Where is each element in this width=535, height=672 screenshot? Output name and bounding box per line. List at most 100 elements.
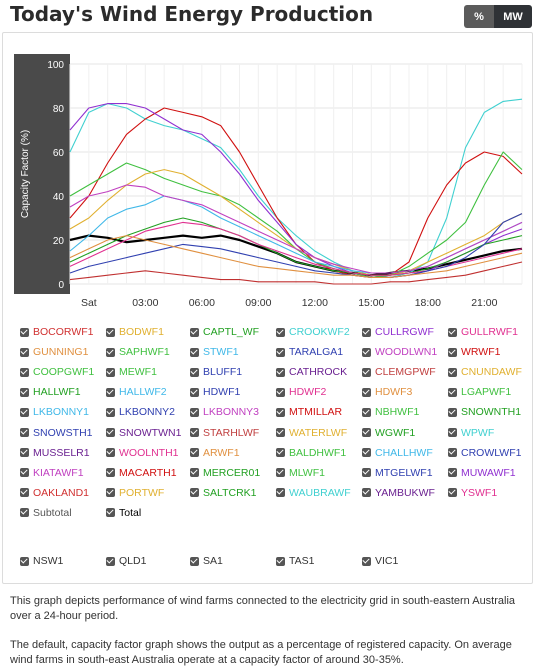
checkbox-challhwf[interactable]: CHALLHWF (362, 447, 433, 459)
checkbox-checked-icon[interactable] (20, 407, 29, 417)
checkbox-bocorwf1[interactable]: BOCORWF1 (20, 326, 93, 338)
checkbox-cullrgwf[interactable]: CULLRGWF (362, 326, 434, 338)
checkbox-lkbonny3[interactable]: LKBONNY3 (190, 406, 259, 418)
checkbox-checked-icon[interactable] (106, 407, 115, 417)
checkbox-checked-icon[interactable] (190, 367, 199, 377)
checkbox-hallwf1[interactable]: HALLWF1 (20, 386, 81, 398)
checkbox-checked-icon[interactable] (448, 428, 457, 437)
checkbox-mercer01[interactable]: MERCER01 (190, 467, 260, 479)
checkbox-mtmillar[interactable]: MTMILLAR (276, 406, 342, 418)
checkbox-cathrock[interactable]: CATHROCK (276, 366, 347, 378)
checkbox-checked-icon[interactable] (190, 448, 199, 458)
checkbox-woodlwn1[interactable]: WOODLWN1 (362, 346, 437, 358)
checkbox-checked-icon[interactable] (362, 556, 371, 566)
checkbox-yswf1[interactable]: YSWF1 (448, 487, 497, 499)
checkbox-checked-icon[interactable] (20, 428, 29, 437)
checkbox-checked-icon[interactable] (20, 327, 29, 337)
checkbox-checked-icon[interactable] (20, 387, 29, 397)
checkbox-mlwf1[interactable]: MLWF1 (276, 467, 325, 479)
checkbox-gullrwf1[interactable]: GULLRWF1 (448, 326, 518, 338)
checkbox-checked-icon[interactable] (20, 468, 29, 478)
checkbox-qld1[interactable]: QLD1 (106, 555, 146, 567)
checkbox-checked-icon[interactable] (106, 327, 115, 337)
checkbox-checked-icon[interactable] (106, 347, 115, 357)
checkbox-nbhwf1[interactable]: NBHWF1 (362, 406, 419, 418)
checkbox-checked-icon[interactable] (276, 556, 285, 566)
checkbox-clemgpwf[interactable]: CLEMGPWF (362, 366, 436, 378)
checkbox-checked-icon[interactable] (190, 387, 199, 397)
checkbox-crowlwf1[interactable]: CROWLWF1 (448, 447, 521, 459)
checkbox-starhlwf[interactable]: STARHLWF (190, 427, 259, 439)
checkbox-checked-icon[interactable] (448, 488, 457, 498)
checkbox-tas1[interactable]: TAS1 (276, 555, 314, 567)
checkbox-nsw1[interactable]: NSW1 (20, 555, 63, 567)
checkbox-checked-icon[interactable] (362, 488, 371, 498)
checkbox-checked-icon[interactable] (276, 468, 285, 478)
checkbox-checked-icon[interactable] (276, 347, 285, 357)
checkbox-checked-icon[interactable] (20, 347, 29, 357)
checkbox-checked-icon[interactable] (276, 367, 285, 377)
checkbox-checked-icon[interactable] (362, 407, 371, 417)
checkbox-checked-icon[interactable] (106, 367, 115, 377)
checkbox-checked-icon[interactable] (448, 327, 457, 337)
checkbox-yambukwf[interactable]: YAMBUKWF (362, 487, 435, 499)
checkbox-checked-icon[interactable] (362, 448, 371, 458)
checkbox-checked-icon[interactable] (362, 428, 371, 437)
checkbox-wpwf[interactable]: WPWF (448, 427, 494, 439)
checkbox-snownth1[interactable]: SNOWNTH1 (448, 406, 521, 418)
checkbox-checked-icon[interactable] (448, 387, 457, 397)
checkbox-checked-icon[interactable] (276, 407, 285, 417)
checkbox-lkbonny2[interactable]: LKBONNY2 (106, 406, 175, 418)
checkbox-crookwf2[interactable]: CROOKWF2 (276, 326, 350, 338)
checkbox-snowtwn1[interactable]: SNOWTWN1 (106, 427, 181, 439)
checkbox-hdwf1[interactable]: HDWF1 (190, 386, 240, 398)
checkbox-taralga1[interactable]: TARALGA1 (276, 346, 343, 358)
checkbox-checked-icon[interactable] (106, 428, 115, 437)
checkbox-bodwf1[interactable]: BODWF1 (106, 326, 164, 338)
checkbox-checked-icon[interactable] (276, 448, 285, 458)
checkbox-oakland1[interactable]: OAKLAND1 (20, 487, 89, 499)
checkbox-checked-icon[interactable] (106, 508, 115, 518)
checkbox-checked-icon[interactable] (362, 367, 371, 377)
checkbox-checked-icon[interactable] (106, 387, 115, 397)
checkbox-checked-icon[interactable] (190, 347, 199, 357)
checkbox-coopgwf1[interactable]: COOPGWF1 (20, 366, 94, 378)
checkbox-macarth1[interactable]: MACARTH1 (106, 467, 177, 479)
checkbox-hallwf2[interactable]: HALLWF2 (106, 386, 167, 398)
checkbox-gunning1[interactable]: GUNNING1 (20, 346, 88, 358)
checkbox-total[interactable]: Total (106, 507, 141, 519)
checkbox-checked-icon[interactable] (362, 468, 371, 478)
checkbox-hdwf2[interactable]: HDWF2 (276, 386, 326, 398)
checkbox-kiatawf1[interactable]: KIATAWF1 (20, 467, 84, 479)
checkbox-checked-icon[interactable] (190, 407, 199, 417)
checkbox-mtgelwf1[interactable]: MTGELWF1 (362, 467, 433, 479)
checkbox-lkbonny1[interactable]: LKBONNY1 (20, 406, 89, 418)
checkbox-checked-icon[interactable] (20, 367, 29, 377)
checkbox-checked-icon[interactable] (362, 387, 371, 397)
checkbox-checked-icon[interactable] (448, 407, 457, 417)
checkbox-lgapwf1[interactable]: LGAPWF1 (448, 386, 511, 398)
checkbox-checked-icon[interactable] (276, 428, 285, 437)
checkbox-portwf[interactable]: PORTWF (106, 487, 164, 499)
checkbox-stwf1[interactable]: STWF1 (190, 346, 239, 358)
checkbox-muwawf1[interactable]: MUWAWF1 (448, 467, 516, 479)
checkbox-checked-icon[interactable] (276, 488, 285, 498)
checkbox-wrwf1[interactable]: WRWF1 (448, 346, 500, 358)
checkbox-cnundawf[interactable]: CNUNDAWF (448, 366, 522, 378)
checkbox-checked-icon[interactable] (448, 448, 457, 458)
checkbox-checked-icon[interactable] (448, 468, 457, 478)
checkbox-checked-icon[interactable] (362, 327, 371, 337)
checkbox-wgwf1[interactable]: WGWF1 (362, 427, 415, 439)
checkbox-checked-icon[interactable] (448, 347, 457, 357)
checkbox-checked-icon[interactable] (190, 428, 199, 437)
checkbox-checked-icon[interactable] (362, 347, 371, 357)
checkbox-baldhwf1[interactable]: BALDHWF1 (276, 447, 346, 459)
checkbox-sa1[interactable]: SA1 (190, 555, 223, 567)
checkbox-checked-icon[interactable] (190, 556, 199, 566)
checkbox-hdwf3[interactable]: HDWF3 (362, 386, 412, 398)
checkbox-checked-icon[interactable] (106, 468, 115, 478)
checkbox-mewf1[interactable]: MEWF1 (106, 366, 157, 378)
checkbox-captl-wf[interactable]: CAPTL_WF (190, 326, 259, 338)
checkbox-waubrawf[interactable]: WAUBRAWF (276, 487, 351, 499)
checkbox-checked-icon[interactable] (20, 488, 29, 498)
